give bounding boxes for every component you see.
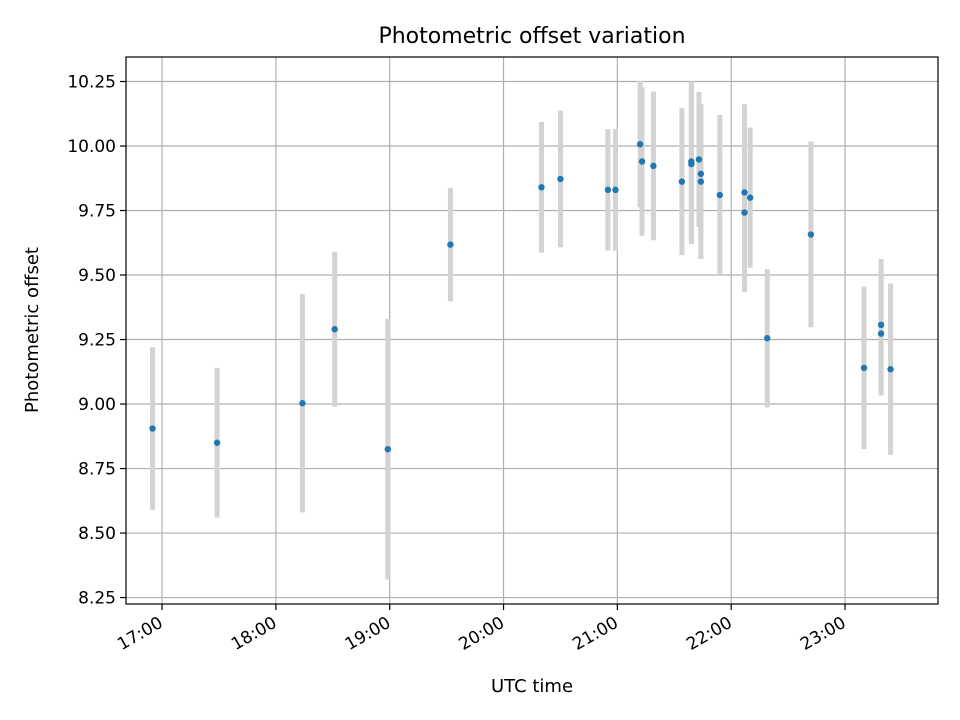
- data-point: [331, 326, 338, 333]
- data-point: [557, 175, 564, 183]
- data-point: [716, 191, 724, 199]
- x-tick-label: 17:00: [114, 613, 166, 655]
- data-point: [650, 162, 657, 170]
- x-tick-label: 20:00: [456, 613, 508, 655]
- x-axis-ticks: 17:00 18:00 19:00 20:00 21:00 22:00 23:00: [114, 604, 850, 655]
- y-tick-label: 8.75: [78, 460, 116, 480]
- data-point: [697, 170, 705, 178]
- y-axis-ticks: 8.25 8.50 8.75 9.00 9.25 9.50 9.75 10.00 10.25: [67, 73, 126, 609]
- data-point: [213, 439, 221, 446]
- data-points: [149, 141, 894, 453]
- data-point: [636, 141, 644, 148]
- data-point: [678, 178, 686, 185]
- data-point: [764, 335, 771, 342]
- data-point: [697, 178, 705, 185]
- data-point: [741, 209, 748, 216]
- data-point: [604, 186, 612, 194]
- data-point: [638, 158, 646, 165]
- data-point: [860, 364, 868, 372]
- x-axis-label: UTC time: [491, 676, 573, 697]
- y-tick-label: 9.75: [78, 202, 116, 222]
- data-point: [695, 156, 703, 163]
- y-tick-label: 9.00: [78, 395, 116, 415]
- y-tick-label: 8.25: [78, 589, 116, 609]
- data-point: [612, 186, 619, 194]
- grid-lines: [126, 57, 938, 604]
- data-point: [688, 160, 695, 168]
- plot-frame: [125, 56, 939, 605]
- data-point: [746, 194, 754, 201]
- y-tick-label: 10.25: [67, 73, 116, 93]
- x-tick-label: 18:00: [228, 613, 280, 655]
- y-tick-label: 9.50: [78, 266, 116, 286]
- data-point: [538, 184, 545, 191]
- data-point: [741, 189, 748, 196]
- x-tick-label: 19:00: [342, 613, 394, 655]
- data-point: [384, 445, 392, 453]
- data-point: [299, 400, 306, 407]
- chart-title: Photometric offset variation: [378, 24, 685, 49]
- y-tick-label: 9.25: [78, 331, 116, 351]
- error-bars: [150, 80, 894, 580]
- data-point: [877, 321, 885, 329]
- x-tick-label: 21:00: [569, 613, 621, 655]
- x-tick-label: 23:00: [797, 613, 849, 655]
- data-point: [807, 231, 815, 238]
- y-tick-label: 10.00: [67, 137, 116, 157]
- data-point: [887, 366, 894, 373]
- data-point: [447, 241, 454, 248]
- y-tick-label: 8.50: [78, 524, 116, 544]
- data-point: [877, 330, 885, 337]
- x-tick-label: 22:00: [683, 613, 735, 655]
- y-axis-label: Photometric offset: [22, 247, 43, 413]
- data-point: [149, 425, 156, 432]
